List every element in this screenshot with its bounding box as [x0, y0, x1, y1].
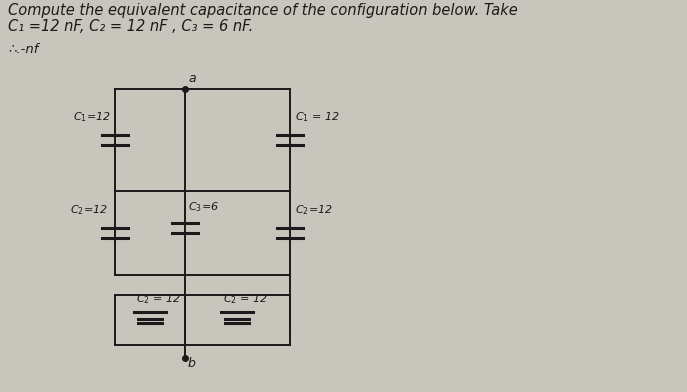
Text: $C_3$=6: $C_3$=6	[188, 200, 219, 214]
Text: $C_2$=12: $C_2$=12	[70, 203, 108, 217]
Text: Compute the equivalent capacitance of the configuration below. Take: Compute the equivalent capacitance of th…	[8, 3, 518, 18]
Text: b: b	[188, 357, 196, 370]
Text: $C_2$=12: $C_2$=12	[295, 203, 333, 217]
Text: a: a	[188, 72, 196, 85]
Text: C₁ =12 nF, C₂ = 12 nF , C₃ = 6 nF.: C₁ =12 nF, C₂ = 12 nF , C₃ = 6 nF.	[8, 19, 254, 34]
Text: $C_1$=12: $C_1$=12	[73, 110, 111, 123]
Text: $C_1$ = 12: $C_1$ = 12	[295, 110, 340, 123]
Text: $C_2$ = 12: $C_2$ = 12	[136, 292, 181, 306]
Text: ∴.-nf: ∴.-nf	[8, 43, 38, 56]
Text: $C_2$ = 12: $C_2$ = 12	[223, 292, 269, 306]
